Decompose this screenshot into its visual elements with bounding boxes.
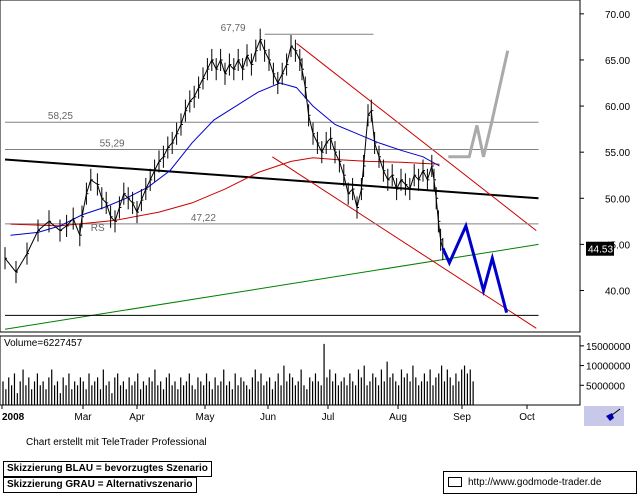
x-tick-label: 2008 xyxy=(2,412,25,423)
y-tick-label: 70.00 xyxy=(605,10,630,21)
volume-title: Volume=6227457 xyxy=(4,338,83,349)
x-tick-label: Oct xyxy=(519,412,535,423)
x-tick-label: Apr xyxy=(129,412,145,423)
y-tick-label: 55.00 xyxy=(605,148,630,159)
current-price-box xyxy=(586,241,614,256)
y-tick-label: 60.00 xyxy=(605,102,630,113)
scenario-blue xyxy=(441,221,509,313)
volume-tick-label: 5000000 xyxy=(586,381,625,392)
x-tick-label: Aug xyxy=(389,412,407,423)
credit-text: Chart erstellt mit TeleTrader Profession… xyxy=(26,437,207,448)
volume-tick-label: 15000000 xyxy=(586,342,631,353)
price-series xyxy=(4,28,445,284)
annotation-label: 55,29 xyxy=(100,138,125,149)
tool-icon[interactable] xyxy=(584,406,624,426)
x-tick-label: Mar xyxy=(74,412,92,423)
trendline-channel-upper xyxy=(296,42,537,231)
x-tick-label: Sep xyxy=(453,412,471,423)
volume-tick-label: 10000000 xyxy=(586,362,631,373)
price-panel: 67,79 58,25 55,29 47,22 RS 70.00 65.00 60.00 55.… xyxy=(0,0,630,333)
legend-blue-scenario: Skizzierung BLAU = bevorzugtes Szenario xyxy=(3,461,212,477)
annotation-label: RS xyxy=(91,223,105,234)
annotation-label: 58,25 xyxy=(48,111,73,122)
y-tick-label: 45.00 xyxy=(605,240,630,251)
current-price-label: 44.53 xyxy=(588,245,613,256)
y-tick-label: 40.00 xyxy=(605,287,630,298)
mail-icon xyxy=(448,477,462,488)
volume-panel: Volume=6227457 15000000 10000000 5000000 xyxy=(0,335,631,406)
annotation-label: 67,79 xyxy=(221,23,246,34)
x-tick-label: Jul xyxy=(322,412,335,423)
x-tick-label: May xyxy=(196,412,215,423)
x-tick-label: Jun xyxy=(260,412,276,423)
price-line xyxy=(4,38,444,273)
y-tick-label: 50.00 xyxy=(605,194,630,205)
trendline-black xyxy=(4,158,539,200)
website-box[interactable]: http://www.godmode-trader.de xyxy=(443,471,637,494)
x-axis: 2008 Mar Apr May Jun Jul Aug Sep Oct xyxy=(0,404,580,423)
trendline-channel-lower xyxy=(272,156,537,329)
legend-gray-scenario: Skizzierung GRAU = Alternativszenario xyxy=(3,477,197,493)
moving-average-blue xyxy=(10,82,440,236)
website-link[interactable]: http://www.godmode-trader.de xyxy=(468,477,602,488)
annotation-label: 47,22 xyxy=(191,213,216,224)
y-tick-label: 65.00 xyxy=(605,56,630,67)
scenario-gray xyxy=(448,50,510,159)
